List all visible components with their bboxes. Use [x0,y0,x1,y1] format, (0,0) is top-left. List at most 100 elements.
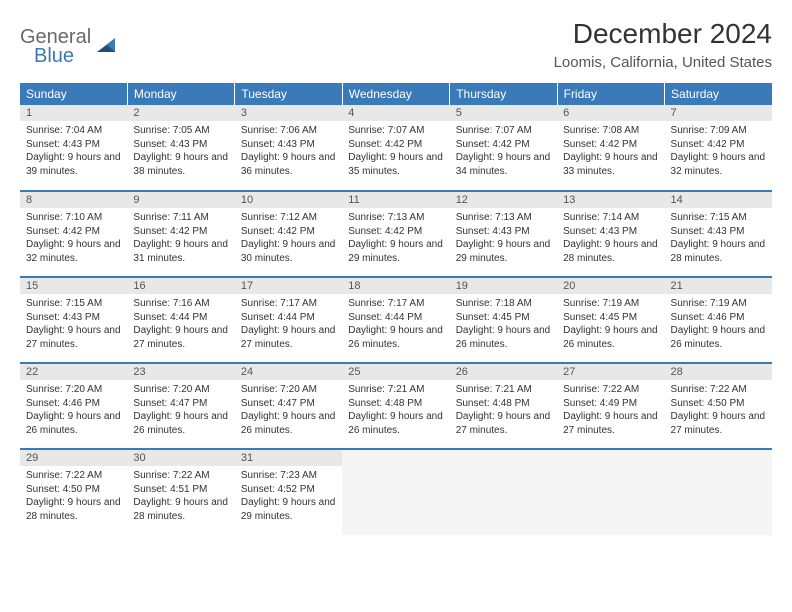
day-content: Sunrise: 7:09 AMSunset: 4:42 PMDaylight:… [665,121,772,182]
day-content: Sunrise: 7:22 AMSunset: 4:50 PMDaylight:… [20,466,127,527]
day-content: Sunrise: 7:19 AMSunset: 4:46 PMDaylight:… [665,294,772,355]
weekday-header: Saturday [665,83,772,105]
logo-text: General Blue [20,26,91,68]
day-content: Sunrise: 7:23 AMSunset: 4:52 PMDaylight:… [235,466,342,527]
calendar-day-cell [557,449,664,535]
day-number: 19 [450,278,557,294]
day-content: Sunrise: 7:07 AMSunset: 4:42 PMDaylight:… [342,121,449,182]
day-number: 21 [665,278,772,294]
day-content: Sunrise: 7:22 AMSunset: 4:49 PMDaylight:… [557,380,664,441]
day-number: 9 [127,192,234,208]
calendar-day-cell: 15Sunrise: 7:15 AMSunset: 4:43 PMDayligh… [20,277,127,363]
weekday-header: Monday [127,83,234,105]
day-content: Sunrise: 7:17 AMSunset: 4:44 PMDaylight:… [342,294,449,355]
header: General Blue December 2024 Loomis, Calif… [20,18,772,71]
calendar-day-cell: 3Sunrise: 7:06 AMSunset: 4:43 PMDaylight… [235,105,342,191]
logo-triangle-icon [95,34,117,61]
calendar-day-cell [342,449,449,535]
calendar-week-row: 15Sunrise: 7:15 AMSunset: 4:43 PMDayligh… [20,277,772,363]
day-number: 15 [20,278,127,294]
day-number: 22 [20,364,127,380]
calendar-day-cell: 23Sunrise: 7:20 AMSunset: 4:47 PMDayligh… [127,363,234,449]
calendar-week-row: 29Sunrise: 7:22 AMSunset: 4:50 PMDayligh… [20,449,772,535]
day-number: 5 [450,105,557,121]
calendar-day-cell: 18Sunrise: 7:17 AMSunset: 4:44 PMDayligh… [342,277,449,363]
day-number: 25 [342,364,449,380]
day-content: Sunrise: 7:19 AMSunset: 4:45 PMDaylight:… [557,294,664,355]
day-number: 13 [557,192,664,208]
calendar-table: Sunday Monday Tuesday Wednesday Thursday… [20,83,772,535]
day-content: Sunrise: 7:15 AMSunset: 4:43 PMDaylight:… [20,294,127,355]
day-content: Sunrise: 7:07 AMSunset: 4:42 PMDaylight:… [450,121,557,182]
day-content: Sunrise: 7:20 AMSunset: 4:47 PMDaylight:… [235,380,342,441]
day-content: Sunrise: 7:06 AMSunset: 4:43 PMDaylight:… [235,121,342,182]
day-number: 17 [235,278,342,294]
day-content: Sunrise: 7:15 AMSunset: 4:43 PMDaylight:… [665,208,772,269]
day-number: 8 [20,192,127,208]
day-number: 6 [557,105,664,121]
day-number: 3 [235,105,342,121]
day-content: Sunrise: 7:18 AMSunset: 4:45 PMDaylight:… [450,294,557,355]
calendar-day-cell: 4Sunrise: 7:07 AMSunset: 4:42 PMDaylight… [342,105,449,191]
day-number: 12 [450,192,557,208]
logo: General Blue [20,18,117,68]
day-content: Sunrise: 7:12 AMSunset: 4:42 PMDaylight:… [235,208,342,269]
calendar-day-cell: 21Sunrise: 7:19 AMSunset: 4:46 PMDayligh… [665,277,772,363]
calendar-day-cell: 14Sunrise: 7:15 AMSunset: 4:43 PMDayligh… [665,191,772,277]
day-content: Sunrise: 7:22 AMSunset: 4:50 PMDaylight:… [665,380,772,441]
day-number: 14 [665,192,772,208]
calendar-week-row: 22Sunrise: 7:20 AMSunset: 4:46 PMDayligh… [20,363,772,449]
calendar-day-cell: 13Sunrise: 7:14 AMSunset: 4:43 PMDayligh… [557,191,664,277]
calendar-day-cell: 20Sunrise: 7:19 AMSunset: 4:45 PMDayligh… [557,277,664,363]
day-number: 1 [20,105,127,121]
calendar-day-cell: 2Sunrise: 7:05 AMSunset: 4:43 PMDaylight… [127,105,234,191]
day-number: 29 [20,450,127,466]
calendar-day-cell: 29Sunrise: 7:22 AMSunset: 4:50 PMDayligh… [20,449,127,535]
calendar-day-cell: 12Sunrise: 7:13 AMSunset: 4:43 PMDayligh… [450,191,557,277]
day-content: Sunrise: 7:20 AMSunset: 4:46 PMDaylight:… [20,380,127,441]
calendar-day-cell: 26Sunrise: 7:21 AMSunset: 4:48 PMDayligh… [450,363,557,449]
title-block: December 2024 Loomis, California, United… [554,18,772,71]
day-content: Sunrise: 7:10 AMSunset: 4:42 PMDaylight:… [20,208,127,269]
calendar-day-cell: 30Sunrise: 7:22 AMSunset: 4:51 PMDayligh… [127,449,234,535]
day-number: 27 [557,364,664,380]
calendar-day-cell [665,449,772,535]
day-content: Sunrise: 7:13 AMSunset: 4:43 PMDaylight:… [450,208,557,269]
calendar-day-cell: 22Sunrise: 7:20 AMSunset: 4:46 PMDayligh… [20,363,127,449]
day-number: 7 [665,105,772,121]
calendar-day-cell: 19Sunrise: 7:18 AMSunset: 4:45 PMDayligh… [450,277,557,363]
calendar-day-cell [450,449,557,535]
day-content: Sunrise: 7:14 AMSunset: 4:43 PMDaylight:… [557,208,664,269]
day-content: Sunrise: 7:08 AMSunset: 4:42 PMDaylight:… [557,121,664,182]
calendar-day-cell: 8Sunrise: 7:10 AMSunset: 4:42 PMDaylight… [20,191,127,277]
day-content: Sunrise: 7:21 AMSunset: 4:48 PMDaylight:… [342,380,449,441]
calendar-day-cell: 31Sunrise: 7:23 AMSunset: 4:52 PMDayligh… [235,449,342,535]
calendar-day-cell: 7Sunrise: 7:09 AMSunset: 4:42 PMDaylight… [665,105,772,191]
calendar-day-cell: 1Sunrise: 7:04 AMSunset: 4:43 PMDaylight… [20,105,127,191]
day-number: 31 [235,450,342,466]
weekday-header: Sunday [20,83,127,105]
day-content: Sunrise: 7:21 AMSunset: 4:48 PMDaylight:… [450,380,557,441]
day-content: Sunrise: 7:04 AMSunset: 4:43 PMDaylight:… [20,121,127,182]
day-number: 18 [342,278,449,294]
day-number: 26 [450,364,557,380]
day-number: 2 [127,105,234,121]
calendar-week-row: 8Sunrise: 7:10 AMSunset: 4:42 PMDaylight… [20,191,772,277]
day-content: Sunrise: 7:05 AMSunset: 4:43 PMDaylight:… [127,121,234,182]
day-number: 20 [557,278,664,294]
weekday-header: Thursday [450,83,557,105]
calendar-day-cell: 11Sunrise: 7:13 AMSunset: 4:42 PMDayligh… [342,191,449,277]
location-label: Loomis, California, United States [554,54,772,71]
weekday-header: Tuesday [235,83,342,105]
day-number: 28 [665,364,772,380]
calendar-day-cell: 27Sunrise: 7:22 AMSunset: 4:49 PMDayligh… [557,363,664,449]
day-number: 16 [127,278,234,294]
day-content: Sunrise: 7:16 AMSunset: 4:44 PMDaylight:… [127,294,234,355]
calendar-day-cell: 16Sunrise: 7:16 AMSunset: 4:44 PMDayligh… [127,277,234,363]
calendar-day-cell: 5Sunrise: 7:07 AMSunset: 4:42 PMDaylight… [450,105,557,191]
calendar-day-cell: 6Sunrise: 7:08 AMSunset: 4:42 PMDaylight… [557,105,664,191]
page-title: December 2024 [554,18,772,50]
calendar-day-cell: 9Sunrise: 7:11 AMSunset: 4:42 PMDaylight… [127,191,234,277]
weekday-header: Friday [557,83,664,105]
day-content: Sunrise: 7:11 AMSunset: 4:42 PMDaylight:… [127,208,234,269]
